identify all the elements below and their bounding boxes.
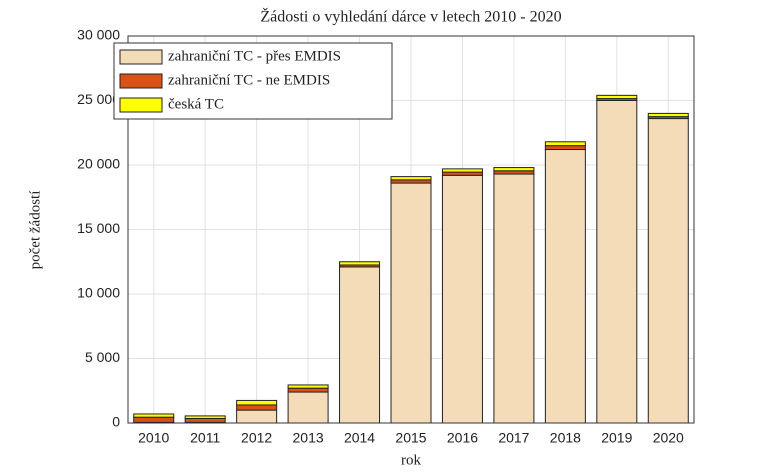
legend-swatch bbox=[119, 73, 163, 89]
bar-segment bbox=[133, 413, 175, 418]
x-tick-label: 2014 bbox=[344, 430, 375, 446]
bar-segment bbox=[287, 387, 329, 393]
bar-segment bbox=[596, 94, 638, 100]
bar-segment bbox=[236, 404, 278, 411]
legend-label: zahraniční TC - ne EMDIS bbox=[168, 72, 330, 88]
x-tick-label: 2011 bbox=[190, 430, 220, 446]
bar-segment bbox=[441, 168, 483, 173]
x-tick-label: 2015 bbox=[395, 430, 426, 446]
bar-segment bbox=[339, 266, 381, 424]
plot-frame bbox=[127, 35, 695, 424]
bar-segment bbox=[544, 149, 586, 424]
x-tick-label: 2016 bbox=[447, 430, 478, 446]
bar-segment bbox=[647, 112, 689, 118]
bar-segment bbox=[647, 118, 689, 424]
x-tick-label: 2017 bbox=[498, 430, 529, 446]
legend-swatch bbox=[119, 49, 163, 65]
y-tick-label: 25 000 bbox=[77, 91, 120, 107]
bar-segment bbox=[236, 409, 278, 424]
x-tick-label: 2013 bbox=[293, 430, 324, 446]
bar-segment bbox=[493, 173, 535, 424]
bar-segment bbox=[236, 399, 278, 406]
bar-segment bbox=[133, 416, 175, 423]
bar-segment bbox=[184, 417, 226, 423]
bar-segment bbox=[287, 384, 329, 389]
bar-segment bbox=[287, 391, 329, 424]
legend-label: česká TC bbox=[168, 96, 224, 112]
bar-segment bbox=[441, 174, 483, 424]
y-tick-label: 0 bbox=[112, 414, 120, 430]
bar-segment bbox=[339, 261, 381, 266]
bar-segment bbox=[544, 145, 586, 151]
bar-segment bbox=[544, 141, 586, 147]
bar-segment bbox=[390, 176, 432, 181]
y-axis-label: počet žádostí bbox=[27, 191, 43, 270]
x-tick-label: 2020 bbox=[653, 430, 684, 446]
x-tick-label: 2018 bbox=[550, 430, 581, 446]
x-tick-label: 2019 bbox=[601, 430, 632, 446]
legend-swatch bbox=[119, 97, 163, 113]
bar-segment bbox=[184, 415, 226, 419]
legend-label: zahraniční TC - přes EMDIS bbox=[168, 48, 341, 64]
bar-segment bbox=[493, 167, 535, 172]
y-tick-label: 5 000 bbox=[85, 349, 120, 365]
bar-segment bbox=[390, 182, 432, 424]
x-tick-label: 2012 bbox=[241, 430, 272, 446]
x-tick-label: 2010 bbox=[138, 430, 169, 446]
bar-segment bbox=[596, 100, 638, 424]
chart-title: Žádosti o vyhledání dárce v letech 2010 … bbox=[260, 7, 561, 26]
x-axis-label: rok bbox=[401, 452, 421, 468]
y-tick-label: 30 000 bbox=[77, 27, 120, 43]
y-tick-label: 10 000 bbox=[77, 285, 120, 301]
y-tick-label: 15 000 bbox=[77, 220, 120, 236]
y-tick-label: 20 000 bbox=[77, 156, 120, 172]
